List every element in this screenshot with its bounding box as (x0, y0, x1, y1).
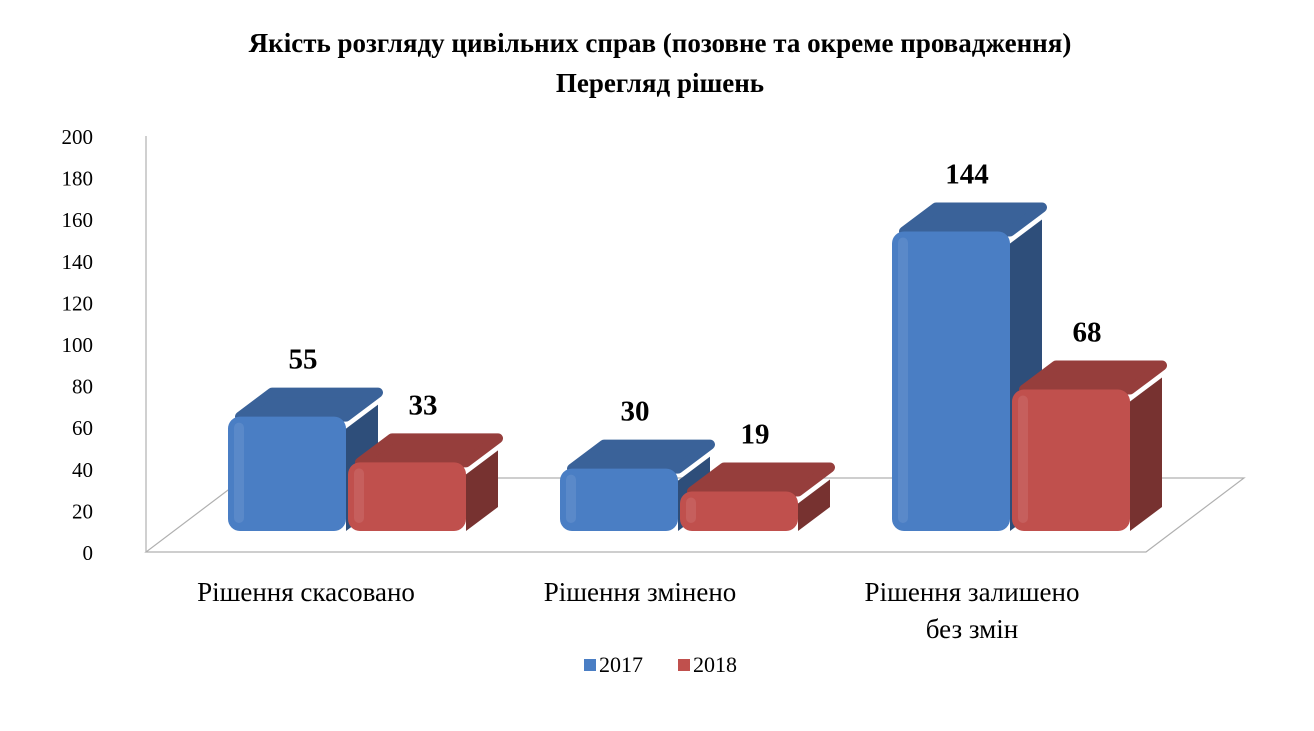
data-label: 68 (1073, 317, 1102, 349)
y-tick-label: 20 (72, 499, 93, 523)
bar-side-face (466, 450, 498, 531)
bar-top-face (355, 433, 503, 468)
bar-2017-2 (892, 202, 1047, 532)
y-tick-label: 40 (72, 458, 93, 482)
bar-layer: 55 30 144 33 19 68 (228, 158, 1167, 532)
axis-layer: 0 20 40 60 80 100 120 140 160 180 200 (62, 125, 1246, 565)
bar-2018-0 (348, 433, 503, 531)
legend-label: 2017 (599, 652, 643, 677)
bar-highlight (566, 474, 576, 523)
bar-2017-1 (560, 439, 715, 531)
bar-front-face (680, 491, 798, 531)
bar-front-face (348, 462, 466, 531)
y-tick-label: 180 (62, 167, 94, 191)
bar-highlight (686, 497, 696, 523)
bar-2018-1 (680, 462, 835, 531)
bar-highlight (234, 422, 244, 523)
bar-front-face (1012, 389, 1130, 531)
bar-highlight (898, 237, 908, 524)
y-tick-label: 200 (62, 125, 94, 149)
legend: 2017 2018 (584, 652, 737, 677)
legend-swatch-2018 (678, 659, 690, 671)
y-tick-label: 100 (62, 333, 94, 357)
bar-2018-2 (1012, 360, 1167, 531)
y-tick-label: 80 (72, 375, 93, 399)
bar-front-face (892, 231, 1010, 532)
bar-top-face (899, 202, 1047, 237)
category-label: без змін (926, 614, 1018, 644)
data-label: 19 (741, 418, 770, 450)
y-tick-label: 120 (62, 291, 94, 315)
category-label: Рішення залишено (865, 577, 1080, 607)
bar-side-face (798, 479, 830, 531)
floor-plane (144, 477, 1246, 553)
data-label: 144 (945, 158, 989, 190)
data-label: 33 (409, 389, 438, 421)
y-tick-label: 140 (62, 250, 94, 274)
bar-side-face (1130, 377, 1162, 531)
bar-front-face (560, 468, 678, 531)
y-tick-label: 60 (72, 416, 93, 440)
y-tick-label: 0 (83, 541, 94, 565)
bar-top-face (567, 439, 715, 474)
legend-label: 2018 (693, 652, 737, 677)
bar-top-face (687, 462, 835, 497)
bar-highlight (354, 468, 364, 523)
chart-subtitle: Перегляд рішень (556, 68, 764, 98)
category-label: Рішення змінено (544, 577, 737, 607)
bar-top-face (235, 387, 383, 422)
bar-top-face (1019, 360, 1167, 395)
data-label: 55 (289, 344, 318, 376)
bar-highlight (1018, 395, 1028, 523)
y-tick-label: 160 (62, 208, 94, 232)
bar-front-face (228, 416, 346, 531)
category-label: Рішення скасовано (197, 577, 415, 607)
chart-title: Якість розгляду цивільних справ (позовне… (249, 28, 1072, 58)
category-label-layer: Рішення скасовано Рішення змінено Рішення … (197, 577, 1079, 644)
legend-swatch-2017 (584, 659, 596, 671)
data-label: 30 (621, 396, 650, 428)
